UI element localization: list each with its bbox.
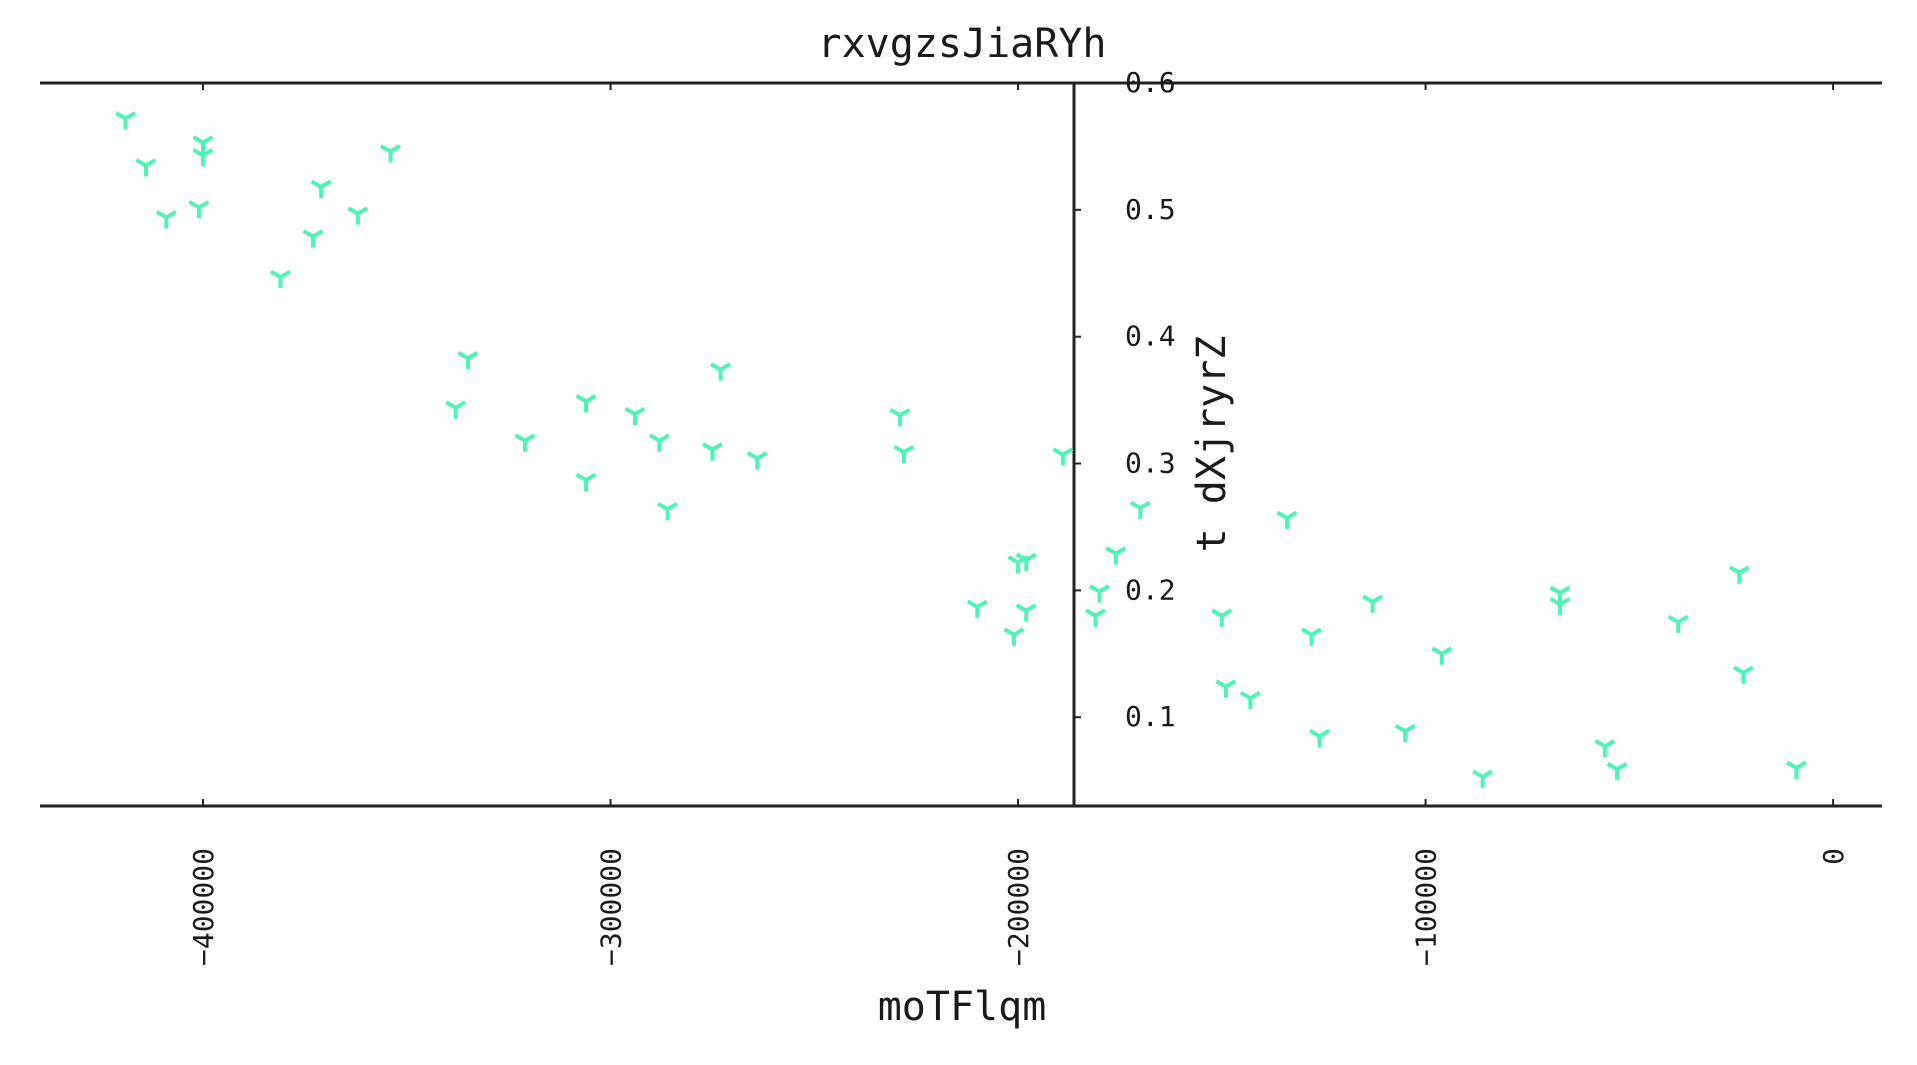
data-point (379, 144, 401, 163)
data-point (624, 406, 646, 426)
y-tick-label: 0.4 (1125, 320, 1176, 353)
data-point (192, 148, 214, 167)
data-point (1732, 665, 1754, 684)
data-point (1431, 646, 1453, 665)
data-point (893, 444, 915, 464)
y-axis-label: t dXjryrZ (1189, 336, 1235, 553)
data-point (302, 229, 324, 248)
data-point (1309, 729, 1331, 748)
data-point (192, 135, 214, 154)
y-ticks: 0.1 0.2 0.3 0.4 0.5 0.6 (1074, 66, 1176, 733)
x-tick-label: −400000 (187, 848, 220, 966)
data-point (188, 200, 210, 219)
data-point (1084, 608, 1107, 627)
x-ticks: −400000 −300000 −200000 −100000 0 (187, 83, 1850, 966)
data-point (889, 408, 911, 427)
data-point (1594, 739, 1616, 758)
data-point (575, 394, 597, 413)
data-point (1052, 447, 1074, 466)
data-point (1003, 627, 1025, 646)
data-point (1015, 603, 1037, 622)
data-point (648, 433, 670, 452)
data-point (746, 451, 768, 470)
data-point (1728, 565, 1750, 584)
data-point (514, 433, 536, 452)
data-point (1300, 627, 1322, 646)
data-point (1105, 546, 1127, 565)
data-point (115, 111, 137, 130)
x-axis-label: moTFlqm (878, 984, 1047, 1030)
y-tick-label: 0.1 (1125, 700, 1176, 733)
y-tick-label: 0.5 (1125, 193, 1176, 226)
x-tick-label: −200000 (1002, 848, 1035, 966)
data-point (657, 501, 679, 521)
y-tick-label: 0.6 (1125, 66, 1176, 99)
scatter-points (115, 111, 1807, 788)
data-point (445, 400, 467, 419)
data-point (1549, 597, 1571, 616)
x-tick-label: −100000 (1410, 848, 1443, 966)
y-tick-label: 0.3 (1125, 447, 1176, 480)
data-point (1394, 723, 1416, 743)
data-point (966, 599, 988, 618)
data-point (1129, 500, 1151, 519)
y-tick-label: 0.2 (1125, 573, 1176, 606)
data-point (1211, 608, 1233, 627)
data-point (347, 206, 369, 225)
data-point (155, 210, 177, 229)
data-point (1785, 760, 1807, 779)
data-point (457, 351, 479, 370)
data-point (1089, 584, 1111, 603)
data-point (710, 362, 732, 381)
x-tick-label: −300000 (595, 848, 628, 966)
data-point (575, 472, 597, 492)
x-tick-label: 0 (1817, 848, 1850, 865)
data-point (1239, 690, 1261, 710)
data-point (1667, 614, 1689, 634)
chart-title: rxvgzsJiaRYh (818, 21, 1107, 67)
data-point (1015, 552, 1037, 571)
data-point (1472, 769, 1494, 788)
data-point (1276, 510, 1298, 530)
data-point (701, 442, 723, 461)
data-point (1362, 594, 1384, 613)
data-point (1215, 679, 1237, 698)
data-point (310, 179, 332, 199)
data-point (1606, 761, 1628, 781)
data-point (135, 158, 157, 177)
data-point (269, 269, 291, 289)
